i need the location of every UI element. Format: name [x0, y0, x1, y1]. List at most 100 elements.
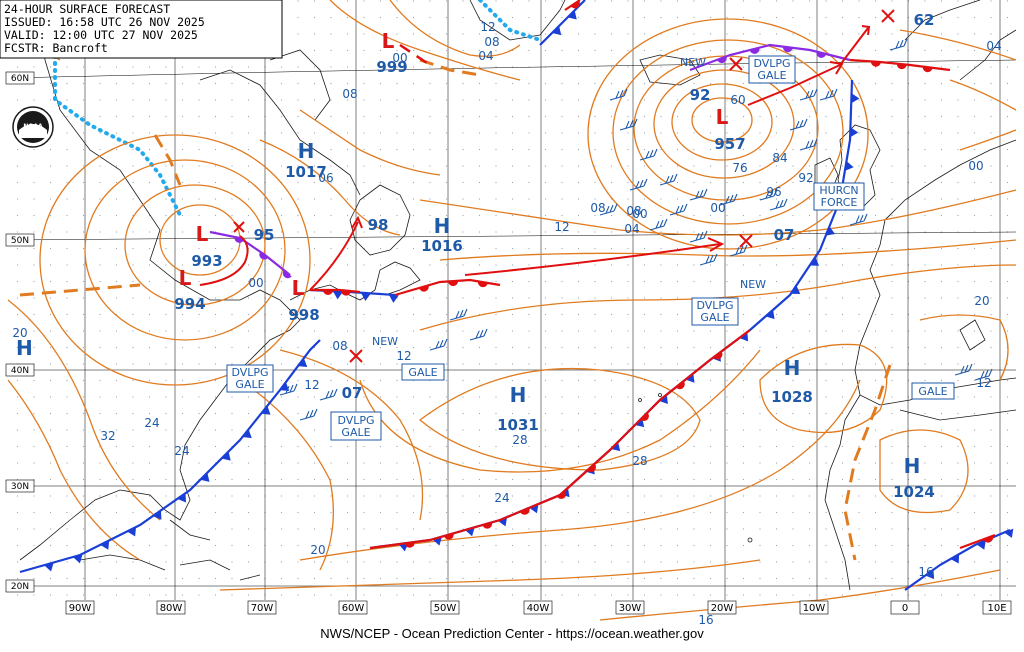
svg-text:957: 957 [714, 135, 745, 153]
warm-front-symbol [587, 463, 596, 473]
warm-front-symbol [443, 533, 454, 540]
forecast-position-markers [233, 9, 895, 363]
wind-barb [689, 188, 708, 201]
warm-front-symbol [557, 490, 567, 499]
wind-barb [954, 363, 973, 376]
svg-text:50N: 50N [11, 236, 29, 246]
cold-front-symbol [552, 25, 562, 36]
cold-front-symbol [497, 517, 508, 527]
graticule [7, 0, 1017, 600]
occluded-front-symbol [717, 56, 727, 63]
warm-front-symbol [482, 522, 493, 529]
wind-barb [609, 88, 628, 101]
warm-front-symbol [477, 281, 488, 288]
cold-front-symbol [529, 503, 539, 514]
wind-barb [649, 218, 668, 231]
cold-front [19, 339, 321, 574]
cold-front [539, 0, 586, 46]
isobar-label: 04 [478, 49, 493, 63]
low-center: L 998 [288, 276, 319, 324]
warm-front-symbol [870, 61, 881, 67]
longitude-label: 90W [69, 603, 92, 614]
wind-barbs [279, 38, 993, 421]
isobar-label: 12 [480, 20, 495, 34]
svg-text:40N: 40N [11, 366, 29, 376]
isobar-label: 04 [624, 222, 639, 236]
cold-front-symbol [100, 540, 110, 550]
dvlpg-gale-warning: DVLPG GALE [748, 55, 796, 84]
cold-front-symbol [658, 394, 668, 404]
svg-text:GALE: GALE [757, 69, 786, 82]
occluded-front-symbol [782, 46, 793, 53]
cold-front-symbol [72, 554, 83, 564]
cold-front-symbol [297, 358, 308, 367]
cold-front-symbol [851, 93, 860, 104]
wind-barb [699, 253, 718, 266]
header-title: 24-HOUR SURFACE FORECAST [4, 2, 170, 16]
svg-text:L: L [716, 105, 729, 129]
cold-front-symbol [976, 540, 986, 550]
dvlpg-gale-warning: DVLPG GALE [691, 297, 739, 326]
svg-text:L: L [179, 266, 192, 290]
wind-barb [974, 368, 993, 381]
wind-barb [629, 178, 648, 191]
cold-front-symbol [809, 257, 820, 266]
svg-text:993: 993 [191, 252, 222, 270]
wind-barb [469, 328, 488, 341]
high-center: H 1016 [421, 214, 463, 255]
cold-front-symbol [950, 554, 960, 564]
wind-barb [689, 230, 708, 243]
svg-text:95: 95 [254, 226, 275, 244]
cold-front-symbol [332, 291, 343, 300]
wind-barb [319, 388, 338, 401]
longitude-label: 10E [987, 603, 1006, 614]
longitude-label: 70W [251, 603, 274, 614]
isobar-label: 84 [772, 151, 787, 165]
longitude-label: 0 [902, 603, 908, 614]
svg-text:DVLPG: DVLPG [337, 414, 374, 427]
track-arrowheads [351, 25, 871, 252]
svg-text:L: L [382, 29, 395, 53]
isobar-label: 08 [342, 87, 357, 101]
isobar-label: 16 [698, 613, 713, 627]
warm-front-symbol [419, 285, 429, 292]
warm-front [609, 329, 751, 451]
svg-text:GALE: GALE [918, 385, 947, 398]
wind-barb [279, 383, 298, 396]
credit-line: NWS/NCEP - Ocean Prediction Center - htt… [320, 626, 704, 641]
isobar-label: 28 [632, 454, 647, 468]
occluded-front-symbol [282, 270, 292, 279]
isobar-label: 32 [100, 429, 115, 443]
dvlpg-gale-warning: DVLPG GALE [330, 411, 382, 441]
cold-front-symbol [279, 382, 290, 391]
warning-labels: DVLPG GALE NEW HURCN FORCE NEW DVLPG GAL… [226, 55, 955, 441]
svg-text:GALE: GALE [235, 378, 264, 391]
svg-text:1016: 1016 [421, 237, 463, 255]
wind-barb [669, 203, 688, 216]
cold-front-symbol [850, 127, 859, 138]
svg-text:998: 998 [288, 306, 319, 324]
isobar-label: 08 [626, 204, 641, 218]
warm-front-symbol [896, 63, 907, 70]
isobar-label: 12 [304, 378, 319, 392]
cold-front-symbol [844, 160, 854, 171]
warm-front-symbol [922, 66, 933, 73]
low-pressure-systems: L 957 L 993 L 994 L 998 L 999 [174, 29, 745, 324]
svg-text:60N: 60N [11, 74, 29, 84]
map-background [8, 0, 1016, 600]
new-label: NEW [372, 335, 398, 348]
svg-text:FORCE: FORCE [821, 196, 858, 209]
warm-front-symbol [340, 290, 351, 296]
cold-front-symbol [925, 569, 935, 580]
high-center-partial: H [16, 336, 33, 360]
isobar-labels: 1208040008080400608476969212080400000820… [12, 20, 1001, 627]
svg-text:GALE: GALE [341, 426, 370, 439]
high-pressure-systems: H 1016 H 1031 H 1028 H 1024 H 1017 H [16, 139, 935, 501]
isobar-label: 24 [144, 416, 159, 430]
isobar-label: 00 [968, 159, 983, 173]
svg-text:GALE: GALE [408, 366, 437, 379]
wind-barb [799, 138, 818, 151]
header-forecaster: FCSTR: Bancroft [4, 41, 108, 55]
warm-front-symbol [675, 381, 685, 390]
